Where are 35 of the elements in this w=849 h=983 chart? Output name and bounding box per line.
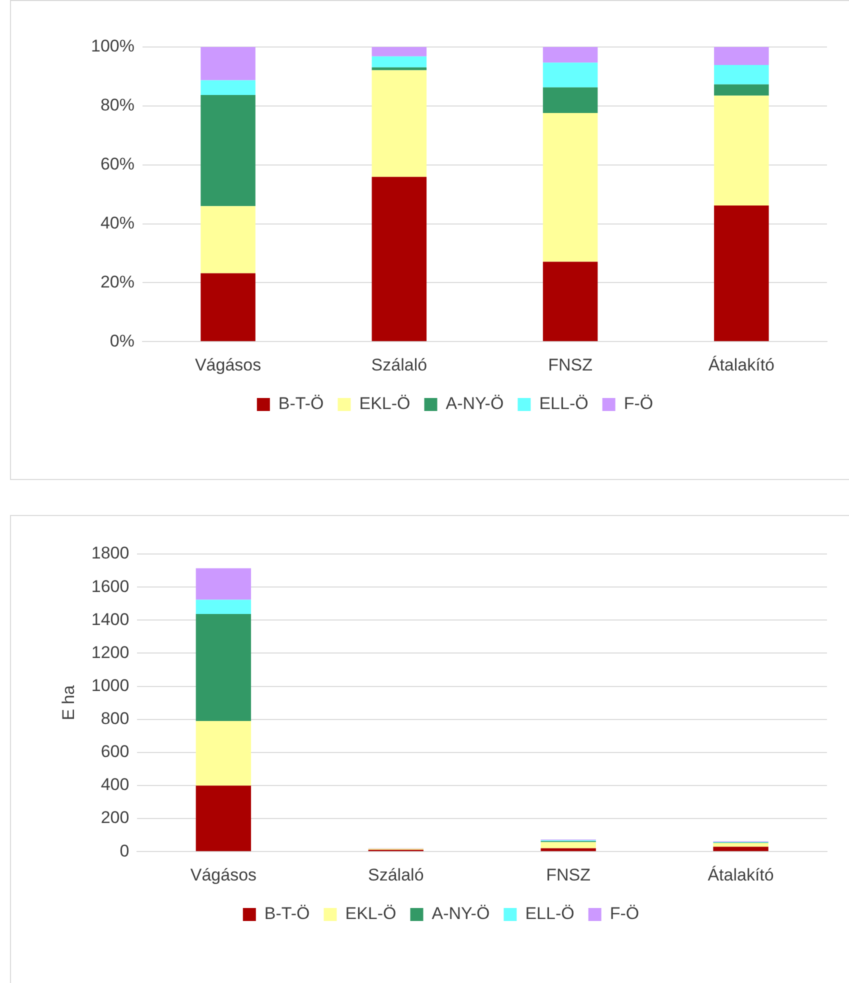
y-tick-label: 40%: [100, 213, 134, 232]
x-tick-label: Vágásos: [194, 355, 262, 374]
legend-label: F-Ö: [610, 904, 640, 924]
y-tick-label: 1600: [91, 576, 130, 596]
y-tick-label: 0%: [110, 331, 134, 350]
y-tick-label: 100%: [90, 36, 134, 56]
y-tick-label: 800: [100, 709, 130, 728]
legend-label: ELL-Ö: [539, 394, 588, 414]
y-tick-label: 1800: [91, 544, 130, 563]
legend-label: ELL-Ö: [525, 904, 574, 924]
legend-label: A-NY-Ö: [432, 904, 490, 924]
x-tick-label: FNSZ: [546, 865, 591, 884]
legend-label: EKL-Ö: [359, 394, 410, 414]
y-tick-label: 20%: [100, 272, 134, 292]
legend-label: A-NY-Ö: [446, 394, 504, 414]
y-tick-label: 200: [100, 808, 130, 828]
x-tick-label: Szálaló: [371, 355, 428, 374]
y-tick-label: 400: [100, 775, 130, 794]
y-axis-title: E ha: [58, 684, 78, 720]
legend-label: EKL-Ö: [345, 904, 396, 924]
y-tick-label: 60%: [100, 154, 134, 174]
x-tick-label: FNSZ: [548, 355, 592, 374]
y-tick-label: 1200: [91, 642, 130, 662]
x-tick-label: Szálaló: [368, 865, 424, 884]
y-tick-label: 600: [100, 742, 130, 762]
x-tick-label: Vágásos: [190, 865, 257, 884]
y-tick-label: 1400: [91, 610, 130, 629]
legend-label: F-Ö: [624, 394, 654, 414]
x-tick-label: Átalakító: [708, 865, 774, 884]
y-tick-label: 80%: [100, 96, 134, 115]
x-tick-label: Átalakító: [708, 355, 775, 374]
y-tick-label: 1000: [91, 676, 130, 695]
legend-label: B-T-Ö: [264, 904, 310, 924]
y-tick-label: 0: [120, 841, 130, 860]
legend-label: B-T-Ö: [278, 394, 324, 414]
